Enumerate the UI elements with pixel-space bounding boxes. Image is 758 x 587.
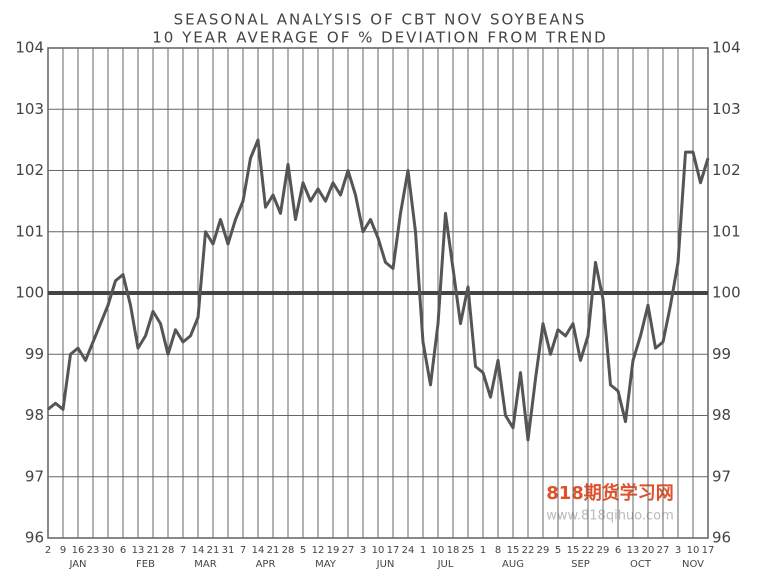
x-tick-label: 6 (615, 545, 621, 556)
x-tick-label: 14 (192, 545, 205, 556)
month-label: MAY (315, 559, 337, 570)
x-tick-label: 12 (312, 545, 325, 556)
y-tick-label: 97 (25, 467, 44, 485)
x-tick-label: 16 (72, 545, 85, 556)
month-label: FEB (136, 559, 155, 570)
x-tick-label: 25 (462, 545, 475, 556)
x-tick-label: 28 (282, 545, 295, 556)
y-tick-label: 102 (15, 161, 44, 179)
watermark-url: www.818qihuo.com (546, 509, 674, 524)
x-tick-label: 21 (207, 545, 220, 556)
month-label: MAR (194, 559, 216, 570)
x-tick-label: 5 (555, 545, 561, 556)
x-tick-label: 30 (102, 545, 115, 556)
x-tick-label: 14 (252, 545, 265, 556)
x-tick-label: 1 (480, 545, 486, 556)
month-label: NOV (682, 559, 704, 570)
y-tick-label: 98 (25, 406, 44, 424)
x-tick-label: 15 (567, 545, 580, 556)
y2-tick-label: 102 (712, 161, 741, 179)
x-tick-label: 28 (162, 545, 175, 556)
x-tick-label: 31 (222, 545, 235, 556)
watermark: 818期货学习网 (546, 482, 674, 504)
y2-tick-label: 99 (712, 345, 731, 363)
month-label: OCT (630, 559, 652, 570)
y-tick-label: 96 (25, 529, 44, 547)
x-tick-label: 17 (387, 545, 400, 556)
y2-tick-label: 101 (712, 222, 741, 240)
x-tick-label: 3 (360, 545, 366, 556)
month-label: JUN (376, 559, 395, 570)
y2-tick-label: 96 (712, 529, 731, 547)
y-tick-label: 104 (15, 39, 44, 57)
x-tick-label: 23 (87, 545, 100, 556)
x-tick-label: 17 (702, 545, 715, 556)
x-tick-label: 27 (657, 545, 670, 556)
y-tick-label: 103 (15, 100, 44, 118)
x-tick-label: 15 (507, 545, 520, 556)
y-tick-label: 99 (25, 345, 44, 363)
month-label: SEP (571, 559, 590, 570)
x-tick-label: 21 (267, 545, 280, 556)
x-tick-label: 13 (132, 545, 145, 556)
x-tick-label: 7 (180, 545, 186, 556)
x-tick-label: 5 (300, 545, 306, 556)
x-tick-label: 19 (327, 545, 340, 556)
x-tick-label: 3 (675, 545, 681, 556)
y-tick-label: 100 (15, 284, 44, 302)
x-tick-label: 24 (402, 545, 415, 556)
month-label: JAN (68, 559, 86, 570)
x-tick-label: 29 (597, 545, 610, 556)
x-tick-label: 2 (45, 545, 51, 556)
y2-tick-label: 100 (712, 284, 741, 302)
month-label: JUL (437, 559, 454, 570)
x-tick-label: 9 (60, 545, 66, 556)
x-tick-label: 7 (240, 545, 246, 556)
month-label: AUG (502, 559, 524, 570)
x-tick-label: 1 (420, 545, 426, 556)
x-tick-label: 27 (342, 545, 355, 556)
x-tick-label: 10 (372, 545, 385, 556)
x-tick-label: 6 (120, 545, 126, 556)
chart-title: SEASONAL ANALYSIS OF CBT NOV SOYBEANS (174, 11, 587, 29)
data-line (47, 138, 710, 442)
x-tick-label: 8 (495, 545, 501, 556)
x-tick-label: 21 (147, 545, 160, 556)
chart-subtitle: 10 YEAR AVERAGE OF % DEVIATION FROM TREN… (152, 29, 607, 47)
y2-tick-label: 104 (712, 39, 741, 57)
y-tick-label: 101 (15, 222, 44, 240)
x-tick-label: 10 (432, 545, 445, 556)
y2-tick-label: 103 (712, 100, 741, 118)
y2-tick-label: 97 (712, 467, 731, 485)
x-tick-label: 22 (522, 545, 535, 556)
month-label: APR (256, 559, 276, 570)
x-tick-label: 13 (627, 545, 640, 556)
y2-tick-label: 98 (712, 406, 731, 424)
x-tick-label: 22 (582, 545, 595, 556)
x-tick-label: 29 (537, 545, 550, 556)
x-tick-label: 20 (642, 545, 655, 556)
x-tick-label: 18 (447, 545, 460, 556)
x-tick-label: 10 (687, 545, 700, 556)
